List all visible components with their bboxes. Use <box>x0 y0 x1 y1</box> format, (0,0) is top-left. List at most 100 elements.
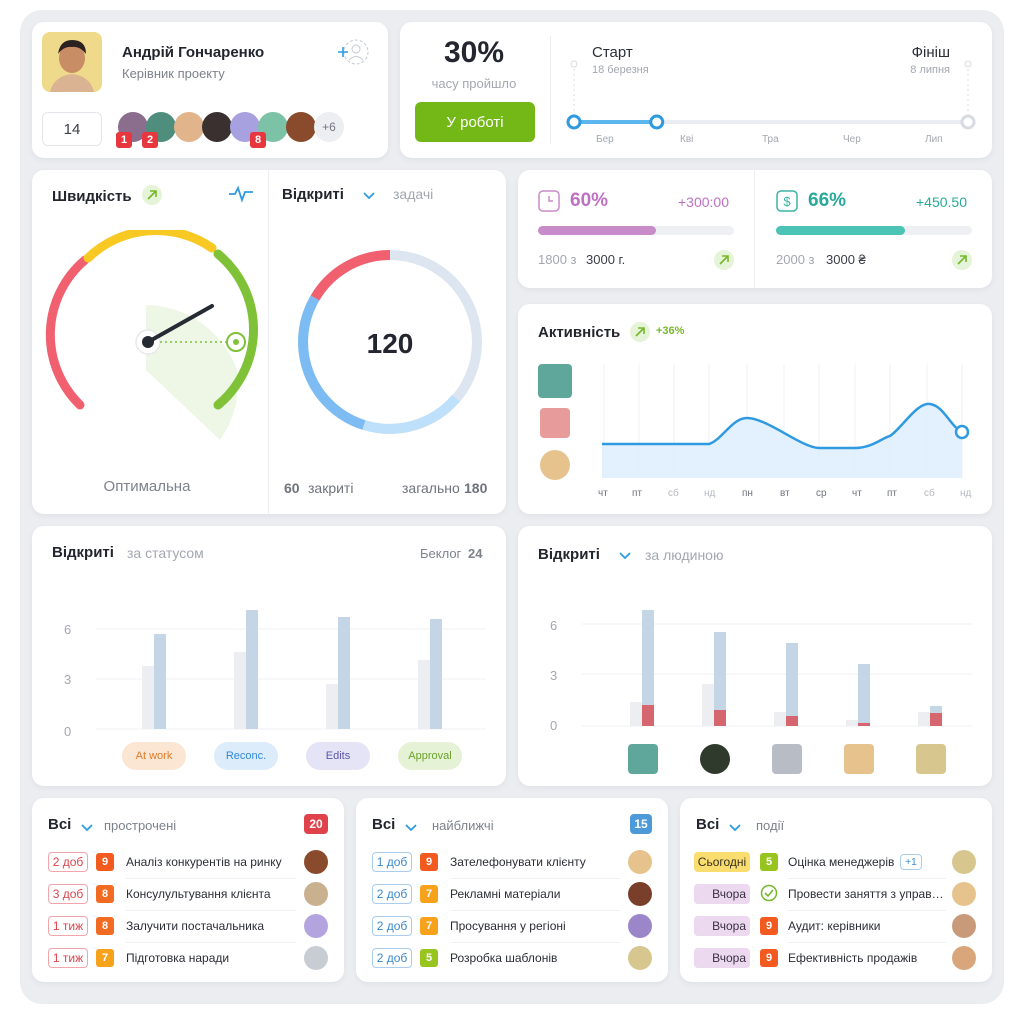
team-badge: 1 <box>116 132 132 148</box>
chevron-down-icon[interactable] <box>404 820 418 838</box>
money-delta: +450.50 <box>916 194 967 210</box>
month-tick: Бер <box>596 134 614 145</box>
person-chart-subtitle: за людиною <box>645 547 724 563</box>
task-avatar <box>628 946 652 970</box>
events-subtitle: події <box>756 818 785 833</box>
term-badge: 2 доб <box>372 884 412 904</box>
overdue-card: Всі прострочені 20 2 доб 9 Аналіз конкур… <box>32 798 344 982</box>
money-percent: 66% <box>808 190 847 211</box>
start-date: 18 березня <box>592 64 649 76</box>
event-avatar <box>952 850 976 874</box>
month-tick: Чер <box>843 134 861 145</box>
team-avatars[interactable]: +6 1 2 8 <box>116 112 358 152</box>
closed-value: 60 <box>284 480 300 496</box>
trend-up-icon <box>714 250 734 270</box>
event-text[interactable]: Аудит: керівники <box>788 919 881 933</box>
svg-text:$: $ <box>783 194 791 209</box>
priority-badge: 5 <box>760 853 778 871</box>
status-pill-at-work[interactable]: At work <box>122 742 186 770</box>
status-chart-card: Відкриті за статусом Беклог 24 6 3 0 At … <box>32 526 506 786</box>
upcoming-subtitle: найближчі <box>432 818 494 833</box>
term-badge: 2 доб <box>372 948 412 968</box>
status-pill-approval[interactable]: Approval <box>398 742 462 770</box>
task-avatar <box>628 882 652 906</box>
card-divider <box>268 170 269 514</box>
time-delta: +300:00 <box>678 194 729 210</box>
money-total: 3000 ₴ <box>826 252 866 267</box>
chevron-down-icon[interactable] <box>618 548 632 566</box>
extra-badge[interactable]: +1 <box>900 854 922 870</box>
task-text[interactable]: Просування у регіоні <box>450 919 566 933</box>
profile-count-box: 14 <box>42 112 102 146</box>
row-divider <box>788 910 946 911</box>
overdue-title: Всі <box>48 816 72 833</box>
month-tick: Кві <box>680 134 694 145</box>
speed-caption: Оптимальна <box>103 478 191 495</box>
when-badge: Вчора <box>694 948 750 968</box>
event-text[interactable]: Ефективність продажів <box>788 951 918 965</box>
term-badge: 3 доб <box>48 884 88 904</box>
task-text[interactable]: Зателефонувати клієнту <box>450 855 586 869</box>
task-text[interactable]: Рекламні матеріали <box>450 887 561 901</box>
chevron-down-icon[interactable] <box>728 820 742 838</box>
status-button[interactable]: У роботі <box>415 102 535 142</box>
overdue-count: 20 <box>304 814 328 834</box>
person-avatar <box>700 744 730 774</box>
term-badge: 2 доб <box>48 852 88 872</box>
day-tick: сб <box>668 488 679 499</box>
event-text[interactable]: Оцінка менеджерів <box>788 855 895 869</box>
event-avatar <box>952 914 976 938</box>
upcoming-title: Всі <box>372 816 396 833</box>
event-text[interactable]: Провести заняття з управ… <box>788 887 944 901</box>
progress-caption: часу пройшло <box>431 76 517 91</box>
status-pill-edits[interactable]: Edits <box>306 742 370 770</box>
speed-title: Швидкість <box>52 188 132 205</box>
team-avatar <box>286 112 316 142</box>
when-badge: Вчора <box>694 916 750 936</box>
status-pill-reconc[interactable]: Reconc. <box>214 742 278 770</box>
term-badge: 1 доб <box>372 852 412 872</box>
start-label: Старт <box>592 44 633 61</box>
chevron-down-icon[interactable] <box>80 820 94 838</box>
person-bars <box>582 610 972 727</box>
status-chart-subtitle: за статусом <box>127 545 204 561</box>
task-text[interactable]: Розробка шаблонів <box>450 951 558 965</box>
add-member-icon[interactable] <box>336 36 370 70</box>
person-avatar <box>844 744 874 774</box>
priority-badge: 8 <box>96 917 114 935</box>
activity-chart <box>602 364 970 478</box>
day-tick: вт <box>780 488 790 499</box>
row-divider <box>126 942 296 943</box>
person-avatar <box>628 744 658 774</box>
day-tick: нд <box>960 488 972 499</box>
events-card: Всі події Сьогодні 5 Оцінка менеджерів +… <box>680 798 992 982</box>
time-total: 3000 г. <box>586 252 626 267</box>
task-text[interactable]: Аналіз конкурентів на ринку <box>126 855 282 869</box>
check-circle-icon <box>760 884 778 907</box>
row-divider <box>450 878 620 879</box>
team-badge: 2 <box>142 132 158 148</box>
chevron-down-icon[interactable] <box>362 188 376 206</box>
trend-up-icon <box>952 250 972 270</box>
backlog-value: 24 <box>468 546 483 561</box>
profile-role: Керівник проекту <box>122 66 225 81</box>
priority-badge: 8 <box>96 885 114 903</box>
status-bars <box>96 610 486 730</box>
upcoming-card: Всі найближчі 15 1 доб 9 Зателефонувати … <box>356 798 668 982</box>
team-more[interactable]: +6 <box>314 112 344 142</box>
pulse-icon[interactable] <box>228 184 254 209</box>
backlog-label: Беклог <box>420 546 462 561</box>
task-text[interactable]: Залучити постачальника <box>126 919 265 933</box>
profile-photo <box>42 32 102 92</box>
person-chart-card: Відкриті за людиною 6 3 0 <box>518 526 992 786</box>
activity-day-axis: чт пт сб нд пн вт ср чт пт сб нд <box>596 488 976 502</box>
day-tick: чт <box>852 488 862 499</box>
person-avatar <box>916 744 946 774</box>
task-text[interactable]: Підготовка наради <box>126 951 230 965</box>
y-tick: 3 <box>64 672 72 687</box>
open-tasks-title: Відкриті <box>282 186 344 203</box>
priority-badge: 9 <box>420 853 438 871</box>
task-text[interactable]: Консулультування клієнта <box>126 887 271 901</box>
trend-up-icon <box>630 322 650 342</box>
finish-date: 8 липня <box>910 64 950 76</box>
